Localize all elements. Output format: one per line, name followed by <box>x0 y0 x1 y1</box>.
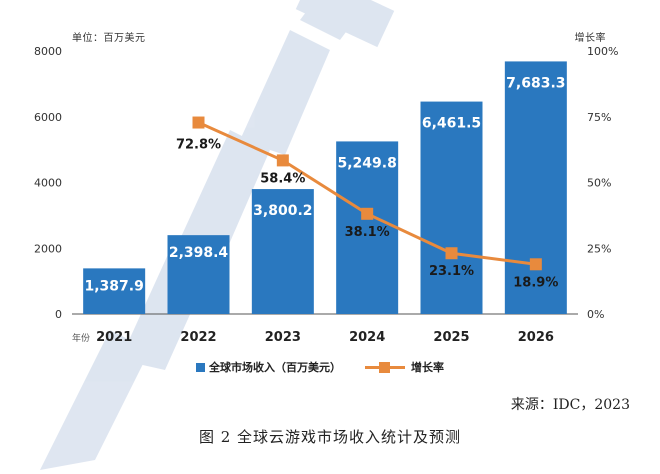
x-axis-tick-label: 2023 <box>265 330 301 345</box>
legend-item-growth: 增长率 <box>365 359 444 375</box>
legend-label-growth: 增长率 <box>411 361 444 374</box>
growth-marker <box>445 247 458 260</box>
legend-line-growth <box>365 361 405 373</box>
bar <box>504 61 567 314</box>
growth-marker <box>192 116 205 129</box>
bar-value-label: 7,683.3 <box>506 75 565 91</box>
growth-value-label: 72.8% <box>176 138 221 153</box>
legend-label-revenue: 全球市场收入（百万美元） <box>209 361 341 374</box>
growth-value-label: 58.4% <box>260 171 305 186</box>
x-axis-tick-label: 2026 <box>518 330 554 345</box>
x-axis-tick-label: 2022 <box>180 330 216 345</box>
growth-marker <box>361 207 374 220</box>
x-axis-tick-label: 2024 <box>349 330 385 345</box>
source-note: 来源：IDC，2023 <box>510 397 630 413</box>
growth-value-label: 18.9% <box>513 275 558 290</box>
x-axis-tick-label: 2025 <box>433 330 469 345</box>
right-axis-tick-label: 25% <box>587 242 611 255</box>
legend-swatch-revenue <box>196 362 205 372</box>
bar <box>83 268 146 314</box>
bar <box>420 101 483 314</box>
left-axis-unit-label: 单位：百万美元 <box>72 33 146 44</box>
left-axis-tick-label: 6000 <box>34 111 62 124</box>
right-axis-unit-label: 增长率 <box>574 33 606 44</box>
figure-caption: 图 2 全球云游戏市场收入统计及预测 <box>198 428 462 446</box>
legend-item-revenue: 全球市场收入（百万美元） <box>196 359 341 375</box>
right-axis-tick-label: 50% <box>587 177 611 190</box>
chart-svg: 0 2000 4000 6000 8000 0% 25% 50% 75% 100% 年份 2021 20… <box>34 45 618 345</box>
left-axis-tick-label: 8000 <box>34 45 62 58</box>
bar <box>336 141 399 314</box>
bar-value-label: 3,800.2 <box>253 203 312 219</box>
left-axis-tick-label: 2000 <box>34 242 62 255</box>
right-axis-tick-label: 0% <box>587 308 604 321</box>
growth-marker <box>276 154 289 167</box>
right-axis-tick-label: 100% <box>587 45 618 58</box>
right-axis-tick-label: 75% <box>587 111 611 124</box>
legend: 全球市场收入（百万美元） 增长率 <box>196 358 468 376</box>
x-axis-title: 年份 <box>72 332 90 344</box>
bar <box>167 235 230 314</box>
bar-value-label: 5,249.8 <box>337 155 396 171</box>
x-axis-tick-label: 2021 <box>96 330 132 345</box>
bar-value-label: 2,398.4 <box>169 245 229 261</box>
bar-value-label: 6,461.5 <box>422 116 481 132</box>
bar-value-label: 1,387.9 <box>84 278 143 294</box>
growth-value-label: 23.1% <box>429 264 474 279</box>
left-axis-tick-label: 4000 <box>34 177 62 190</box>
growth-value-label: 38.1% <box>345 225 390 240</box>
bar <box>251 189 314 314</box>
left-axis-tick-label: 0 <box>55 308 62 321</box>
growth-marker <box>529 258 542 271</box>
